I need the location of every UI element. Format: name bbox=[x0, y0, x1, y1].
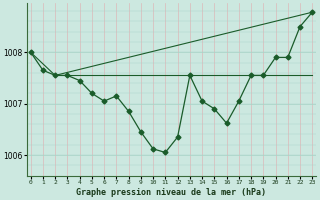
X-axis label: Graphe pression niveau de la mer (hPa): Graphe pression niveau de la mer (hPa) bbox=[76, 188, 267, 197]
